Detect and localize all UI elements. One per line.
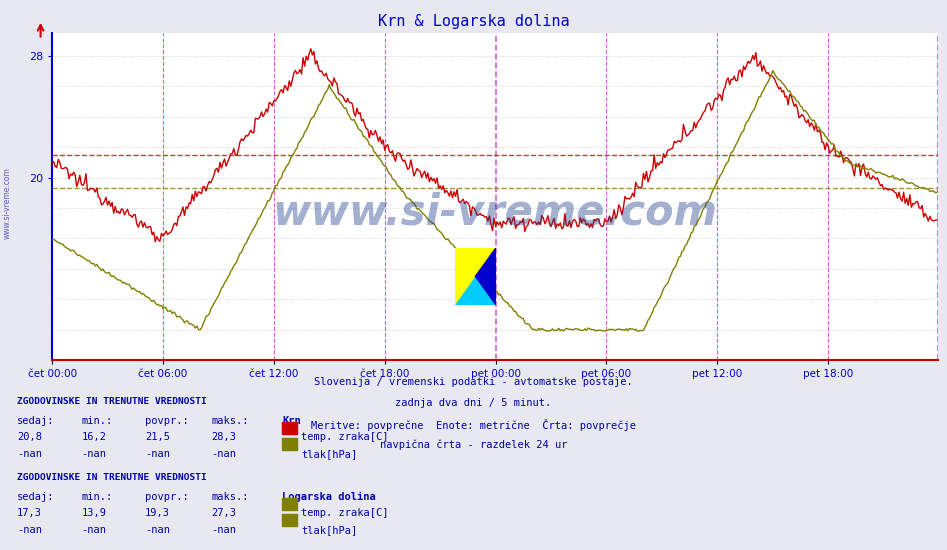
Text: 21,5: 21,5 [145,432,170,442]
Text: maks.:: maks.: [211,416,249,426]
Text: -nan: -nan [81,525,106,535]
Text: -nan: -nan [145,449,170,459]
Polygon shape [455,248,496,305]
Text: tlak[hPa]: tlak[hPa] [301,449,357,459]
Text: 16,2: 16,2 [81,432,106,442]
Text: ZGODOVINSKE IN TRENUTNE VREDNOSTI: ZGODOVINSKE IN TRENUTNE VREDNOSTI [17,473,206,482]
Text: -nan: -nan [17,449,42,459]
Text: Krn & Logarska dolina: Krn & Logarska dolina [378,14,569,29]
Text: Meritve: povprečne  Enote: metrične  Črta: povprečje: Meritve: povprečne Enote: metrične Črta:… [311,419,636,431]
Text: povpr.:: povpr.: [145,492,188,502]
Text: -nan: -nan [211,449,236,459]
Text: maks.:: maks.: [211,492,249,502]
Text: 20,8: 20,8 [17,432,42,442]
Text: ZGODOVINSKE IN TRENUTNE VREDNOSTI: ZGODOVINSKE IN TRENUTNE VREDNOSTI [17,397,206,406]
Text: Slovenija / vremenski podatki - avtomatske postaje.: Slovenija / vremenski podatki - avtomats… [314,377,633,387]
Text: www.si-vreme.com: www.si-vreme.com [3,168,12,239]
Text: -nan: -nan [145,525,170,535]
Text: min.:: min.: [81,492,113,502]
Text: 13,9: 13,9 [81,508,106,518]
Polygon shape [475,248,496,305]
Text: Krn: Krn [282,416,301,426]
Text: -nan: -nan [17,525,42,535]
Text: 17,3: 17,3 [17,508,42,518]
Text: 28,3: 28,3 [211,432,236,442]
Text: 27,3: 27,3 [211,508,236,518]
Text: Logarska dolina: Logarska dolina [282,492,376,502]
Text: navpična črta - razdelek 24 ur: navpična črta - razdelek 24 ur [380,439,567,450]
Text: -nan: -nan [81,449,106,459]
Text: zadnja dva dni / 5 minut.: zadnja dva dni / 5 minut. [396,398,551,408]
Text: sedaj:: sedaj: [17,416,55,426]
Text: www.si-vreme.com: www.si-vreme.com [273,192,717,234]
Text: sedaj:: sedaj: [17,492,55,502]
Text: tlak[hPa]: tlak[hPa] [301,525,357,535]
Text: 19,3: 19,3 [145,508,170,518]
Polygon shape [455,248,496,305]
Text: temp. zraka[C]: temp. zraka[C] [301,508,388,518]
Text: temp. zraka[C]: temp. zraka[C] [301,432,388,442]
Text: povpr.:: povpr.: [145,416,188,426]
Text: min.:: min.: [81,416,113,426]
Text: -nan: -nan [211,525,236,535]
